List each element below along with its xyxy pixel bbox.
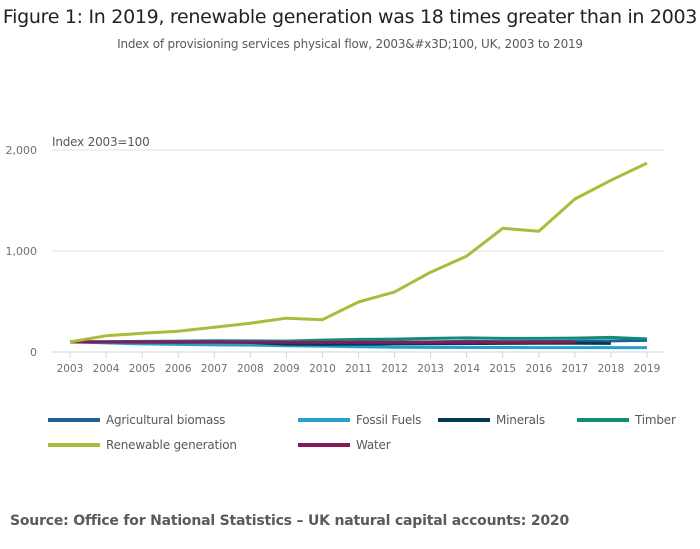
x-tick-label: 2016 [525,363,552,375]
y-tick-label: 1,000 [6,245,38,258]
legend-swatch [48,442,100,447]
x-tick-label: 2017 [562,363,589,375]
series-line-fossil-fuels[interactable] [69,340,647,350]
legend-label: Agricultural biomass [106,412,226,427]
gridlines [52,149,665,252]
y-axis-label: Index 2003=100 [52,135,150,149]
x-tick-label: 2015 [489,363,516,375]
chart-title: Figure 1: In 2019, renewable generation … [2,6,698,28]
x-tick-label: 2005 [129,363,156,375]
legend-swatch [577,417,629,422]
x-tick-label: 2004 [93,363,120,375]
legend-item-renewable-generation[interactable]: Renewable generation [48,438,298,452]
series-lines [69,161,648,350]
x-tick-label: 2006 [165,363,192,375]
legend-swatch [438,417,490,422]
legend-item-fossil-fuels[interactable]: Fossil Fuels [298,413,438,427]
legend-label: Minerals [496,412,545,427]
legend-item-water[interactable]: Water [298,438,438,452]
legend-row: Renewable generation Water [48,432,688,457]
series-line-water[interactable] [70,340,575,344]
legend-swatch [48,417,100,422]
chart-subtitle: Index of provisioning services physical … [117,37,583,51]
y-tick-label: 2,000 [6,144,38,157]
legend-label: Fossil Fuels [356,412,422,427]
legend-item-minerals[interactable]: Minerals [438,413,577,427]
x-tick-label: 2003 [57,363,84,375]
legend: Agricultural biomass Fossil Fuels Minerals… [48,407,688,457]
legend-label: Renewable generation [106,437,237,452]
x-tick-label: 2008 [237,363,264,375]
x-tick-label: 2018 [598,363,625,375]
x-tick-label: 2013 [417,363,444,375]
series-line-renewable-generation[interactable] [69,161,648,344]
y-axis: 0 1,000 2,000 [6,144,38,359]
legend-item-agricultural-biomass[interactable]: Agricultural biomass [48,413,298,427]
legend-swatch [298,442,350,447]
legend-swatch [298,417,350,422]
x-tick-label: 2010 [309,363,336,375]
x-tick-label: 2014 [453,363,480,375]
x-tick-label: 2019 [634,363,661,375]
x-tick-label: 2009 [273,363,300,375]
legend-item-timber[interactable]: Timber [577,413,677,427]
x-tick-label: 2011 [345,363,372,375]
x-axis: 2003 2004 2005 2006 2007 2008 2009 2010 2011 2012… [52,351,665,375]
legend-label: Timber [635,412,676,427]
x-tick-label: 2007 [201,363,228,375]
legend-row: Agricultural biomass Fossil Fuels Minerals… [48,407,688,432]
legend-label: Water [356,437,391,452]
x-tick-label: 2012 [381,363,408,375]
source-note: Source: Office for National Statistics –… [10,513,569,529]
y-tick-label: 0 [30,346,37,359]
